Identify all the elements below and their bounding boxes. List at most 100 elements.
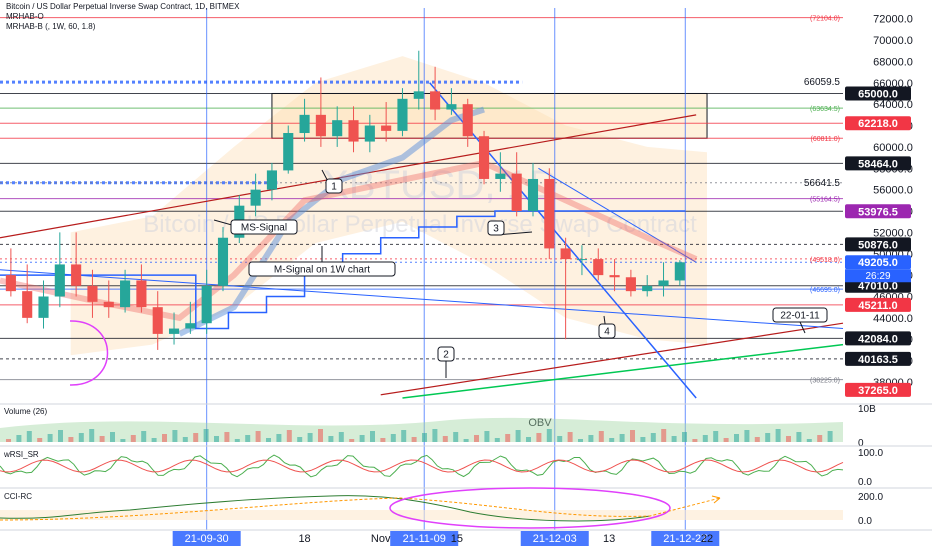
- callout-1-box: [325, 178, 343, 194]
- time-axis-label: Nov: [371, 533, 391, 545]
- volume-bar: [359, 435, 365, 442]
- candle-body: [120, 280, 131, 308]
- cci-highlight-ellipse: [389, 487, 671, 529]
- candle-body: [495, 173, 506, 179]
- volume-bar: [671, 436, 677, 442]
- candle-body: [5, 275, 16, 292]
- highlight-arc: [69, 320, 109, 386]
- supply-zone-box: [271, 92, 708, 139]
- volume-bar: [827, 431, 833, 442]
- volume-bar: [110, 432, 115, 442]
- trendline-blue-long: [0, 269, 844, 330]
- countdown-badge: [845, 269, 911, 283]
- price-tick-label: 44000.0: [873, 313, 913, 325]
- volume-bar: [546, 429, 552, 442]
- panel-wrsi-tick: 100.0: [858, 448, 883, 459]
- candle-body: [560, 248, 571, 260]
- price-badge-text: 40163.5: [858, 354, 898, 366]
- time-axis-label: 13: [603, 533, 615, 545]
- volume-bar: [234, 439, 240, 442]
- price-tick-label: 52000.0: [873, 227, 913, 239]
- indicator-panels: Volume (26) OBV 10B 0 wRSI_SR 100.0 0.0 CCI-RC 2…: [0, 403, 932, 529]
- price-badge-text: 58464.0: [858, 158, 898, 170]
- time-axis-badge: [390, 531, 459, 546]
- candle-body: [658, 280, 669, 286]
- candle-body: [642, 285, 653, 292]
- volatility-cloud: [70, 56, 707, 356]
- level-label: (63634.5): [810, 106, 840, 113]
- candle-body: [168, 328, 180, 334]
- price-badge: [845, 204, 911, 219]
- volume-bar: [578, 439, 583, 442]
- candle-body: [54, 264, 65, 297]
- price-badge: [845, 86, 911, 101]
- volume-bar: [474, 435, 479, 442]
- volume-bar: [619, 434, 625, 442]
- time-axis-label: 15: [451, 533, 463, 545]
- volume-bar: [380, 438, 386, 442]
- volume-bar: [193, 433, 199, 442]
- volume-bar: [89, 429, 95, 442]
- volume-bar: [765, 433, 771, 442]
- level-label: (38225.0): [810, 378, 840, 385]
- trendline-blue-short: [538, 167, 697, 263]
- ms-signal-band: [178, 106, 485, 337]
- candle-body: [576, 259, 587, 261]
- callout-22-01-11-pointer: [799, 321, 806, 334]
- candle-body: [527, 178, 539, 212]
- price-tick-label: 72000.0: [873, 14, 913, 26]
- candle-body: [364, 125, 375, 142]
- price-badge: [845, 351, 911, 366]
- time-axis-label: 18: [298, 533, 310, 545]
- price-tick-label: 68000.0: [873, 56, 913, 68]
- volume-bar: [318, 429, 323, 442]
- price-tick-label: 70000.0: [873, 35, 913, 47]
- volume-bar: [245, 435, 251, 442]
- price-badge: [845, 156, 911, 171]
- volume-bar: [297, 437, 303, 442]
- volume-bar: [307, 433, 313, 442]
- price-badge: [845, 116, 911, 131]
- volume-bar: [682, 432, 687, 442]
- callout-4-text: 4: [604, 327, 610, 338]
- trendline-red-lower: [380, 322, 844, 396]
- volume-bar: [588, 435, 594, 442]
- level-label: (55164.5): [810, 197, 840, 204]
- callout-1-text: 1: [331, 182, 337, 193]
- callout-m-signal-box: [248, 261, 396, 277]
- volume-bar: [609, 438, 615, 442]
- volume-bar: [255, 431, 261, 442]
- callout-4-box: [598, 323, 616, 339]
- panel-cci-name: CCI-RC: [4, 492, 32, 501]
- panel-volume-obv-label: OBV: [528, 417, 552, 429]
- candle-body: [446, 104, 457, 110]
- time-axis-label: 21-12-27: [663, 533, 707, 545]
- volume-bar: [526, 437, 531, 442]
- time-axis-label: 21-11-09: [403, 533, 446, 545]
- panel-volume-tick: 0: [858, 438, 864, 449]
- level-label: (60811.0): [811, 136, 840, 143]
- volume-bar: [58, 430, 63, 442]
- drawing-layer: [0, 8, 844, 530]
- annotations: 1 MS-Signal M-Signal on 1W chart 2 3 4 22-01-1…: [69, 169, 828, 386]
- candle-body: [593, 259, 604, 276]
- volume-bar: [16, 435, 22, 442]
- time-axis-label: 21-12-03: [533, 533, 577, 545]
- countdown-text: 26:29: [865, 271, 890, 282]
- callout-ms-signal-box: [230, 219, 298, 235]
- volume-bar: [744, 430, 750, 442]
- volume-bar: [661, 429, 667, 442]
- time-axis-label: 22: [701, 533, 713, 545]
- volume-bar: [286, 430, 292, 442]
- m-signal-step-line: [0, 210, 686, 330]
- trendline-green: [402, 343, 844, 399]
- panel-cci-tick: 0.0: [858, 516, 872, 527]
- price-badge: [845, 382, 911, 397]
- price-badge-text: 49205.0: [858, 257, 898, 269]
- volume-bar: [806, 439, 812, 442]
- time-axis-badge: [651, 531, 720, 546]
- volume-bar: [505, 434, 511, 442]
- volume-bar: [598, 431, 604, 442]
- volume-bar: [692, 439, 698, 442]
